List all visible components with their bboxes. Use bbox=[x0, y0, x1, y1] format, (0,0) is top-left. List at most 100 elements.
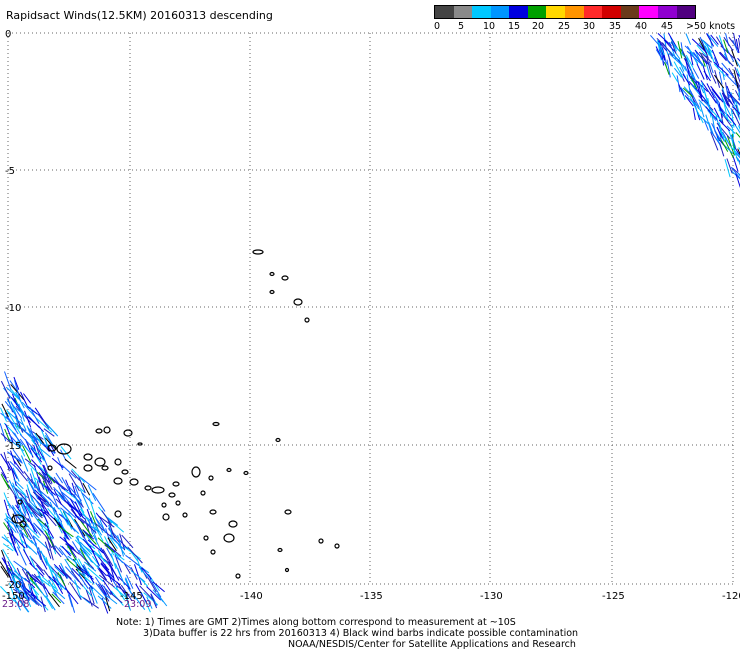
wind-barb bbox=[74, 501, 84, 518]
island-outline bbox=[269, 289, 275, 295]
wind-barb bbox=[719, 142, 725, 157]
wind-barb bbox=[88, 497, 97, 519]
wind-barb bbox=[710, 85, 724, 103]
wind-barb bbox=[146, 586, 162, 601]
island-outline bbox=[235, 573, 241, 579]
wind-barb bbox=[98, 574, 115, 588]
wind-barb bbox=[713, 107, 723, 124]
wind-barb bbox=[118, 576, 131, 590]
wind-barb bbox=[736, 68, 740, 78]
wind-barb bbox=[27, 528, 38, 545]
island-outline bbox=[47, 465, 53, 471]
wind-barb bbox=[79, 547, 91, 567]
legend-label: 0 bbox=[434, 21, 441, 32]
wind-barb bbox=[65, 543, 80, 555]
wind-barb bbox=[41, 471, 53, 490]
wind-barb bbox=[83, 597, 99, 609]
island-outline bbox=[203, 535, 209, 541]
wind-barb bbox=[664, 62, 670, 75]
wind-barb bbox=[84, 518, 92, 539]
wind-barb bbox=[684, 95, 694, 107]
wind-barb bbox=[656, 37, 666, 47]
wind-barb bbox=[20, 418, 27, 431]
island-outline bbox=[284, 509, 292, 515]
wind-barb bbox=[12, 467, 20, 482]
wind-barb bbox=[80, 518, 97, 534]
wind-barb bbox=[684, 58, 691, 77]
wind-barb bbox=[668, 52, 682, 66]
wind-barb bbox=[138, 566, 149, 578]
wind-barb bbox=[25, 505, 34, 518]
wind-barb bbox=[95, 582, 107, 598]
wind-barb bbox=[732, 155, 739, 172]
wind-barb bbox=[67, 555, 78, 564]
wind-barb bbox=[7, 451, 23, 463]
wind-barb bbox=[60, 514, 76, 532]
island-outline bbox=[151, 486, 165, 494]
wind-barb bbox=[44, 595, 54, 609]
wind-barb bbox=[10, 466, 17, 487]
wind-barb bbox=[21, 568, 31, 582]
wind-barb bbox=[48, 581, 57, 594]
wind-barb bbox=[31, 459, 47, 476]
legend-swatch bbox=[435, 6, 454, 18]
wind-barb bbox=[25, 543, 38, 555]
wind-barb bbox=[11, 505, 22, 519]
wind-barb bbox=[135, 583, 147, 602]
wind-barb bbox=[692, 67, 700, 79]
wind-barb bbox=[79, 476, 97, 491]
wind-barb bbox=[0, 407, 8, 422]
wind-barb bbox=[680, 42, 684, 54]
wind-barb bbox=[52, 591, 65, 605]
wind-barb bbox=[10, 384, 25, 401]
legend-swatch bbox=[676, 6, 696, 18]
wind-barb bbox=[667, 53, 672, 67]
wind-barb bbox=[1, 403, 9, 418]
wind-barb bbox=[69, 581, 82, 601]
wind-barb bbox=[676, 75, 681, 93]
wind-barb bbox=[95, 512, 108, 528]
wind-barb bbox=[49, 536, 57, 550]
wind-barb bbox=[75, 536, 87, 554]
wind-barb bbox=[114, 552, 125, 561]
wind-barb bbox=[20, 455, 29, 472]
wind-barb bbox=[34, 499, 44, 512]
wind-barb bbox=[141, 567, 152, 580]
wind-barb bbox=[31, 523, 42, 536]
wind-barb bbox=[23, 471, 34, 484]
wind-barb bbox=[149, 578, 162, 598]
wind-barb bbox=[735, 152, 740, 159]
wind-barb bbox=[13, 588, 30, 602]
wind-barb bbox=[716, 126, 725, 142]
wind-barb bbox=[115, 586, 126, 601]
wind-barb bbox=[723, 102, 728, 119]
wind-barb bbox=[713, 57, 719, 69]
island-outline bbox=[334, 543, 340, 549]
wind-barb bbox=[57, 525, 74, 538]
wind-barb bbox=[723, 39, 729, 54]
wind-barb bbox=[657, 33, 672, 47]
wind-barb bbox=[20, 523, 29, 538]
wind-barb bbox=[68, 593, 76, 613]
wind-barb bbox=[725, 86, 730, 99]
wind-barb bbox=[726, 158, 733, 174]
wind-barb bbox=[19, 500, 27, 516]
wind-barb bbox=[134, 564, 142, 586]
wind-barb bbox=[685, 33, 692, 45]
island-outline bbox=[103, 426, 111, 434]
wind-barb bbox=[702, 65, 708, 81]
wind-barb bbox=[79, 519, 93, 538]
wind-barb bbox=[721, 62, 735, 78]
wind-barb bbox=[661, 42, 674, 57]
wind-barb bbox=[14, 495, 20, 509]
wind-barb bbox=[658, 40, 667, 52]
pass-time-2: 23:09 bbox=[124, 599, 152, 610]
wind-barb bbox=[31, 511, 44, 529]
wind-barb bbox=[60, 446, 72, 460]
wind-barb bbox=[30, 468, 38, 488]
wind-barb bbox=[27, 571, 37, 583]
island-outline bbox=[95, 428, 103, 434]
wind-barb bbox=[28, 502, 42, 517]
wind-barb bbox=[90, 586, 98, 604]
island-outline bbox=[269, 271, 275, 277]
